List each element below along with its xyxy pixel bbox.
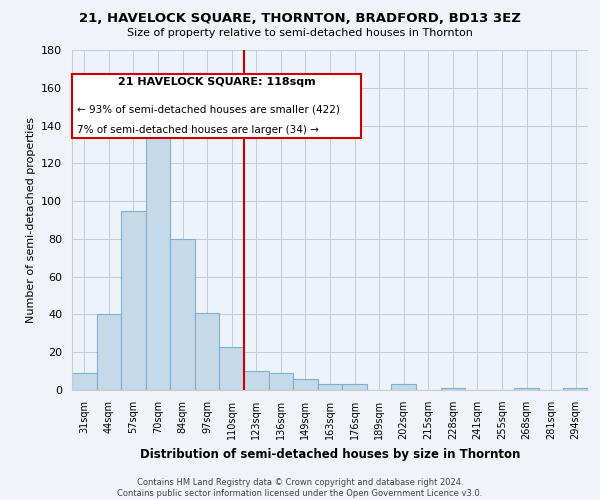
- Bar: [121, 210, 146, 390]
- Text: 7% of semi-detached houses are larger (34) →: 7% of semi-detached houses are larger (3…: [77, 126, 319, 136]
- Bar: [146, 116, 170, 390]
- X-axis label: Distribution of semi-detached houses by size in Thornton: Distribution of semi-detached houses by …: [140, 448, 520, 460]
- Y-axis label: Number of semi-detached properties: Number of semi-detached properties: [26, 117, 35, 323]
- Bar: [72, 373, 97, 390]
- Bar: [293, 378, 318, 390]
- Bar: [440, 388, 465, 390]
- Bar: [195, 312, 220, 390]
- FancyBboxPatch shape: [72, 74, 361, 138]
- Text: Size of property relative to semi-detached houses in Thornton: Size of property relative to semi-detach…: [127, 28, 473, 38]
- Bar: [269, 373, 293, 390]
- Bar: [220, 346, 244, 390]
- Bar: [170, 239, 195, 390]
- Bar: [97, 314, 121, 390]
- Text: Contains HM Land Registry data © Crown copyright and database right 2024.
Contai: Contains HM Land Registry data © Crown c…: [118, 478, 482, 498]
- Bar: [342, 384, 367, 390]
- Bar: [391, 384, 416, 390]
- Bar: [244, 371, 269, 390]
- Bar: [514, 388, 539, 390]
- Text: ← 93% of semi-detached houses are smaller (422): ← 93% of semi-detached houses are smalle…: [77, 105, 340, 115]
- Text: 21, HAVELOCK SQUARE, THORNTON, BRADFORD, BD13 3EZ: 21, HAVELOCK SQUARE, THORNTON, BRADFORD,…: [79, 12, 521, 26]
- Bar: [318, 384, 342, 390]
- Text: 21 HAVELOCK SQUARE: 118sqm: 21 HAVELOCK SQUARE: 118sqm: [118, 77, 315, 87]
- Bar: [563, 388, 588, 390]
